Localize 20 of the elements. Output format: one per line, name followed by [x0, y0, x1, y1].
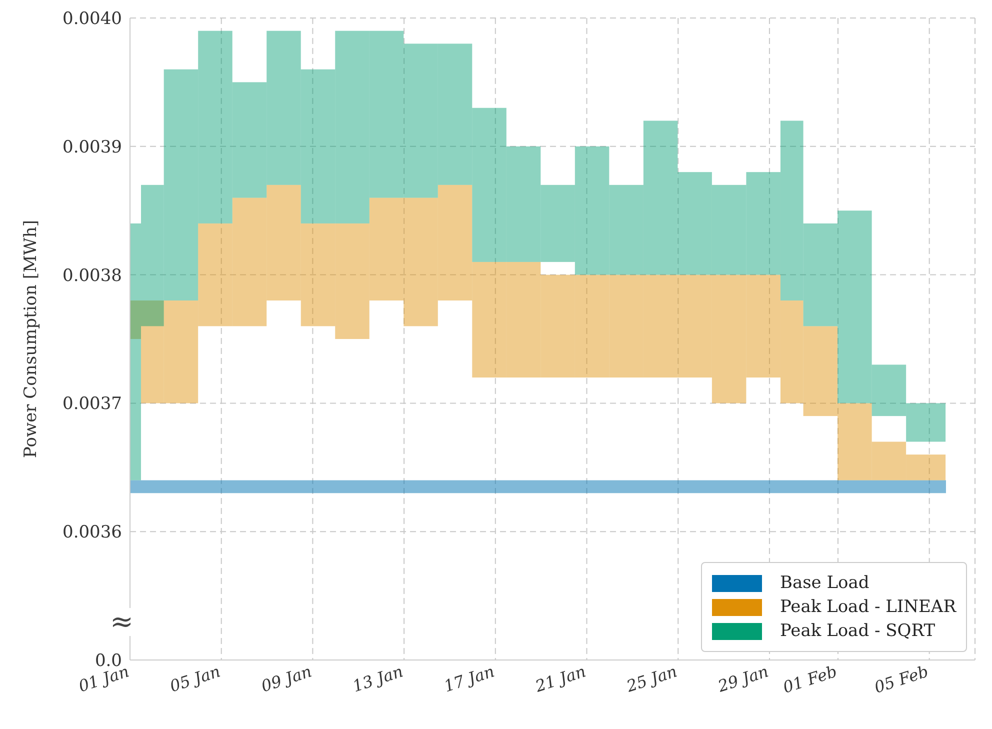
legend-label: Base Load [780, 573, 870, 593]
y-tick-label: 0.0036 [62, 522, 122, 543]
y-tick-label: 0.0037 [62, 394, 122, 414]
x-tick-label: 05 Feb [872, 662, 931, 697]
x-tick-label: 09 Jan [258, 662, 314, 696]
legend-label: Peak Load - LINEAR [780, 597, 956, 617]
y-tick-label: 0.0 [94, 651, 122, 672]
y-tick-label: 0.0040 [62, 9, 122, 30]
annotation: ≈ [110, 605, 134, 638]
x-tick-label: 25 Jan [623, 662, 680, 696]
x-tick-label: 17 Jan [442, 662, 497, 696]
legend-label: Peak Load - SQRT [780, 621, 936, 641]
x-tick-label: 05 Jan [168, 662, 223, 696]
x-tick-label: 13 Jan [350, 662, 406, 696]
y-tick-label: 0.0038 [62, 266, 122, 286]
x-tick-label: 01 Feb [780, 662, 840, 697]
y-axis-title: Power Consumption [MWh] [21, 220, 42, 458]
y-tick-label: 0.0039 [62, 137, 122, 158]
x-tick-label: 29 Jan [714, 662, 771, 696]
x-tick-label: 21 Jan [532, 662, 588, 696]
